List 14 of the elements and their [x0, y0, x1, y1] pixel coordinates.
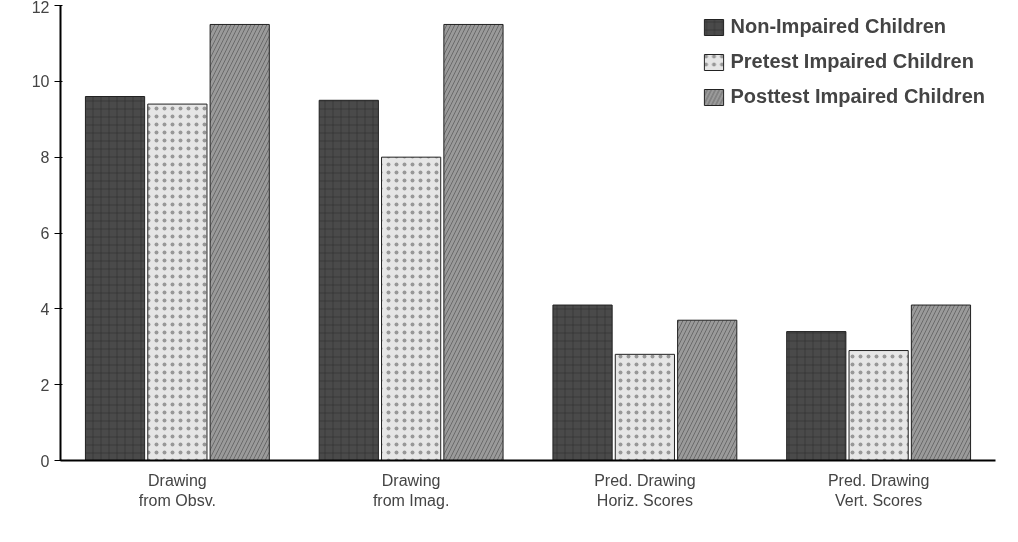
y-tick-label: 0: [40, 452, 50, 470]
y-tick-label: 4: [40, 300, 50, 318]
x-tick-label: Pred. Drawing Vert. Scores: [827, 471, 930, 509]
y-tick-label: 6: [40, 225, 50, 242]
y-tick-label: 12: [31, 0, 50, 16]
y-tick-label: 8: [40, 149, 50, 167]
x-tick-label: Drawing from Obsv.: [138, 471, 216, 509]
x-tick-label: Drawing from Imag.: [372, 471, 450, 509]
y-tick-label: 2: [40, 376, 50, 394]
legend-label: Posttest Impaired Children: [730, 85, 985, 108]
y-tick-label: 10: [31, 73, 50, 91]
legend-label: Non-Impaired Children: [730, 15, 947, 38]
x-tick-label: Pred. Drawing Horiz. Scores: [594, 471, 696, 509]
legend-label: Pretest Impaired Children: [730, 50, 974, 73]
